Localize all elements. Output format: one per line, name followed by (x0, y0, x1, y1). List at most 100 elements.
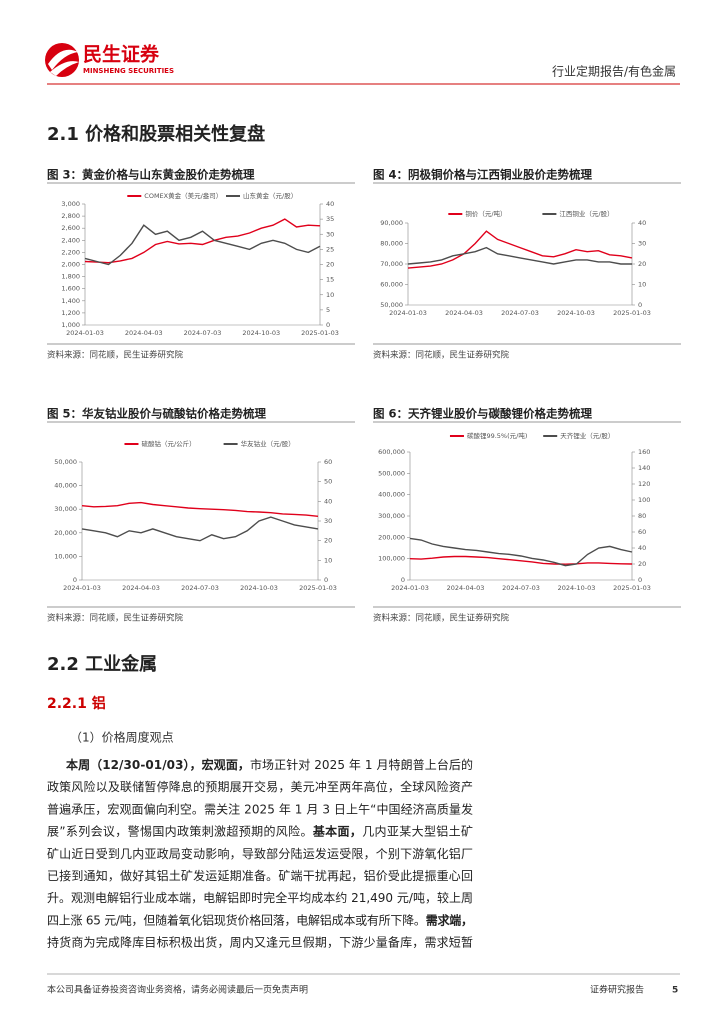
y-tick-label: 500,000 (378, 469, 405, 477)
figure-source: 资料来源：同花顺，民生证券研究院 (373, 350, 510, 361)
text-run: 已接到通知，做好其铝土矿发运延期准备。矿端干扰再起，铝价受此提振重心回 (47, 868, 473, 883)
series-line (81, 516, 319, 542)
x-tick-label: 2024-04-03 (445, 309, 483, 317)
y-tick-label: 20,000 (54, 529, 77, 537)
y2-tick-label: 30 (326, 230, 334, 238)
y-tick-label: 2,600 (61, 224, 80, 232)
y-tick-label: 2,000 (61, 261, 80, 269)
y2-tick-label: 25 (326, 245, 334, 253)
paragraph-line: 普遍承压，宏观面偏向利空。需关注 2025 年 1 月 3 日上午“中国经济高质… (47, 801, 473, 816)
section-title: 2.1 价格和股票相关性复盘 (47, 123, 265, 145)
x-tick-label: 2024-01-03 (391, 584, 429, 592)
x-tick-label: 2024-04-03 (125, 329, 163, 337)
bold-run: 需求端， (426, 912, 473, 927)
paragraph-line: 持货商为完成降库目标积极出货，周内又逢元旦假期，下游少量备库，需求短暂 (47, 934, 473, 949)
x-tick-label: 2025-01-03 (613, 584, 651, 592)
paragraph-line: 已接到通知，做好其铝土矿发运延期准备。矿端干扰再起，铝价受此提振重心回 (47, 868, 473, 883)
y-tick-label: 1,000 (61, 321, 80, 329)
x-tick-label: 2025-01-03 (613, 309, 651, 317)
figure-title: 图 5：华友钴业股价与硫酸钴价格走势梳理 (47, 407, 267, 421)
y2-tick-label: 0 (638, 576, 642, 584)
text-run: 市场正针对 2025 年 1 月特朗普上台后的 (250, 757, 473, 772)
point-title: （1）价格周度观点 (70, 730, 174, 745)
y-tick-label: 30,000 (54, 505, 77, 513)
series-line (84, 224, 321, 266)
legend-label: COMEX黄金（美元/盎司） (144, 191, 222, 200)
y-tick-label: 80,000 (380, 240, 403, 248)
y-tick-label: 0 (73, 576, 77, 584)
y2-tick-label: 10 (638, 281, 646, 289)
section-title: 2.2 工业金属 (47, 653, 157, 675)
legend-label: 华友钴业（元/股） (241, 439, 295, 448)
y-tick-label: 2,400 (61, 236, 80, 244)
series-line (81, 501, 319, 517)
figure-source: 资料来源：同花顺，民生证券研究院 (47, 613, 184, 624)
legend-label: 山东黄金（元/股） (243, 191, 297, 200)
y-tick-label: 100,000 (378, 555, 405, 563)
x-tick-label: 2024-04-03 (447, 584, 485, 592)
figure-source: 资料来源：同花顺，民生证券研究院 (373, 613, 510, 624)
page-number: 5 (672, 986, 678, 996)
y2-tick-label: 80 (638, 512, 646, 520)
x-tick-label: 2024-01-03 (66, 329, 104, 337)
brand-en: MINSHENG SECURITIES (83, 67, 174, 75)
x-tick-label: 2025-01-03 (301, 329, 339, 337)
y2-tick-label: 60 (324, 458, 332, 466)
paragraph-line: 本周（12/30-01/03），宏观面，市场正针对 2025 年 1 月特朗普上… (66, 757, 473, 772)
y2-tick-label: 20 (638, 260, 646, 268)
disclaimer: 本公司具备证券投资咨询业务资格，请务必阅读最后一页免责声明 (47, 984, 308, 996)
text-run: 升。观测电解铝行业成本端，电解铝即时完全平均成本约 21,490 元/吨，较上周 (47, 890, 473, 905)
series-line (84, 218, 321, 264)
x-tick-label: 2024-07-03 (184, 329, 222, 337)
figure-title: 图 6：天齐锂业股价与碳酸锂价格走势梳理 (373, 407, 593, 421)
y2-tick-label: 30 (324, 517, 332, 525)
y2-tick-label: 50 (324, 478, 332, 486)
report-category: 行业定期报告/有色金属 (552, 64, 676, 79)
bold-run: 基本面， (312, 823, 362, 838)
series-line (409, 537, 633, 567)
x-tick-label: 2024-07-03 (501, 309, 539, 317)
y2-tick-label: 30 (638, 240, 646, 248)
y2-tick-label: 0 (638, 301, 642, 309)
y-tick-label: 40,000 (54, 482, 77, 490)
series-line (407, 246, 632, 265)
y2-tick-label: 20 (638, 560, 646, 568)
y-tick-label: 0 (401, 576, 405, 584)
y2-tick-label: 15 (326, 276, 334, 284)
y2-tick-label: 20 (324, 537, 332, 545)
y2-tick-label: 10 (324, 556, 332, 564)
paragraph-line: 升。观测电解铝行业成本端，电解铝即时完全平均成本约 21,490 元/吨，较上周 (47, 890, 473, 905)
plot-frame (84, 204, 321, 326)
figure-title: 图 3：黄金价格与山东黄金股价走势梳理 (47, 168, 255, 182)
x-tick-label: 2024-04-03 (122, 584, 160, 592)
x-tick-label: 2024-01-03 (63, 584, 101, 592)
series-line (409, 555, 633, 565)
y-tick-label: 1,400 (61, 297, 80, 305)
text-run: 几内亚某大型铝土矿 (362, 823, 473, 838)
paragraph-line: 四上涨 65 元/吨，但随着氧化铝现货价格回落，电解铝成本或有所下降。需求端， (47, 912, 473, 927)
legend-label: 铜价（元/吨） (465, 209, 506, 218)
text-run: 四上涨 65 元/吨，但随着氧化铝现货价格回落，电解铝成本或有所下降。 (47, 912, 426, 927)
y2-tick-label: 35 (326, 215, 334, 223)
y-tick-label: 10,000 (54, 552, 77, 560)
y2-tick-label: 160 (638, 448, 650, 456)
legend-label: 硫酸钴（元/公斤） (141, 439, 195, 448)
y2-tick-label: 40 (326, 200, 334, 208)
paragraph-line: 政策风险以及联储暂停降息的预期展开交易，美元冲至两年高位，全球风险资产 (47, 779, 473, 794)
y2-tick-label: 0 (326, 321, 330, 329)
legend-label: 天齐锂业（元/股） (560, 431, 614, 440)
text-run: 展”系列会议，警惕国内政策刺激超预期的风险。 (47, 823, 312, 838)
figure-source: 资料来源：同花顺，民生证券研究院 (47, 350, 184, 361)
figure-title: 图 4：阴极铜价格与江西铜业股价走势梳理 (373, 168, 593, 182)
y2-tick-label: 10 (326, 291, 334, 299)
plot-frame (409, 452, 633, 581)
y2-tick-label: 140 (638, 464, 650, 472)
footer-label: 证券研究报告 (590, 984, 644, 996)
x-tick-label: 2024-10-03 (242, 329, 280, 337)
y2-tick-label: 5 (326, 306, 330, 314)
paragraph-line: 展”系列会议，警惕国内政策刺激超预期的风险。基本面，几内亚某大型铝土矿 (47, 823, 473, 838)
y-tick-label: 2,800 (61, 212, 80, 220)
y-tick-label: 50,000 (54, 458, 77, 466)
y-tick-label: 60,000 (380, 281, 403, 289)
y-tick-label: 200,000 (378, 533, 405, 541)
